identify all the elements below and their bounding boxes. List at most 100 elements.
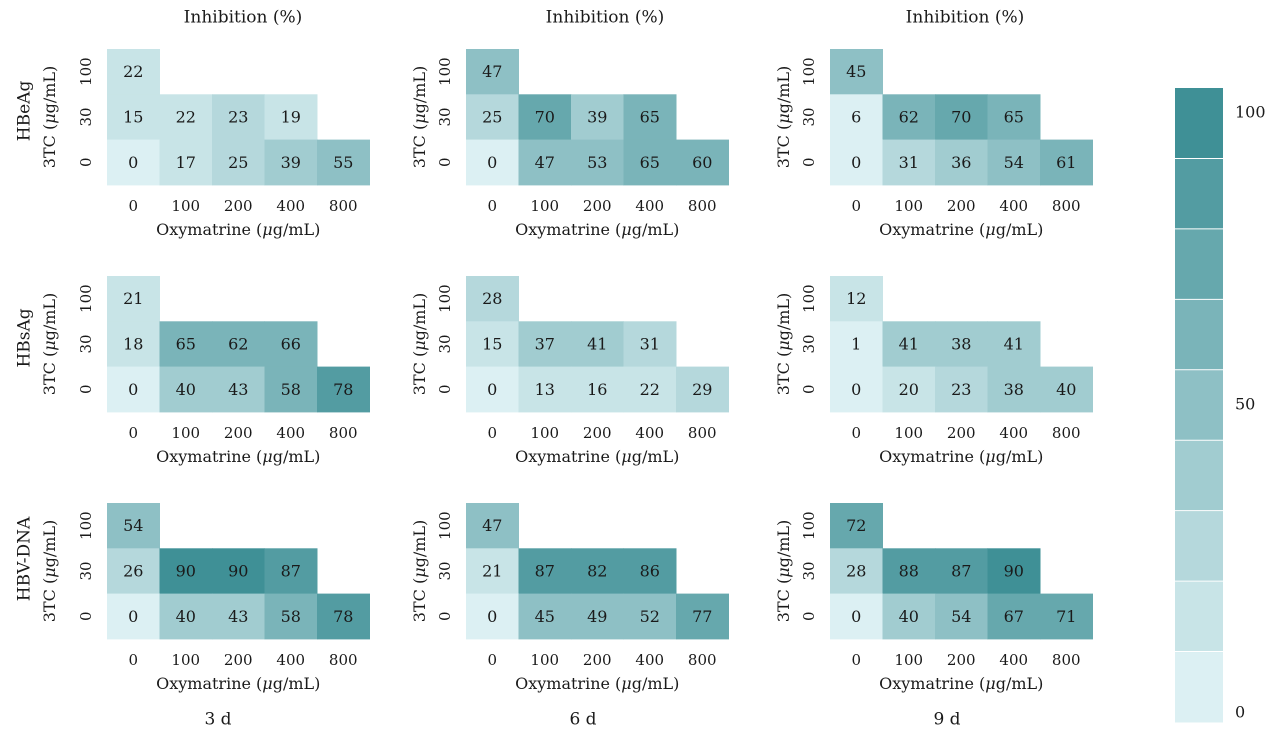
heatmap-cell bbox=[107, 366, 160, 413]
cell-value: 87 bbox=[281, 561, 301, 580]
x-axis-label: Oxymatrine (μg/mL) bbox=[515, 446, 679, 465]
x-axis-label: Oxymatrine (μg/mL) bbox=[156, 446, 320, 465]
heatmap-cell bbox=[466, 49, 519, 95]
cell-value: 0 bbox=[128, 380, 138, 399]
heatmap-cell bbox=[107, 321, 160, 368]
colorbar-tick-label: 100 bbox=[1235, 103, 1266, 122]
heatmap-cell bbox=[518, 548, 572, 595]
heatmap-cell bbox=[264, 593, 318, 640]
x-tick-label: 0 bbox=[851, 424, 861, 442]
y-tick-label: 30 bbox=[77, 561, 95, 580]
heatmap-cell bbox=[317, 139, 370, 186]
heatmap-cell bbox=[1040, 593, 1093, 640]
cell-value: 13 bbox=[535, 380, 555, 399]
y-tick-label: 100 bbox=[77, 284, 95, 313]
cell-value: 62 bbox=[228, 334, 248, 353]
cell-value: 31 bbox=[899, 153, 919, 172]
heatmap-cell bbox=[518, 139, 572, 186]
heatmap-cell bbox=[830, 321, 883, 368]
cell-value: 90 bbox=[176, 561, 196, 580]
y-axis-label: 3TC (μg/mL) bbox=[40, 520, 59, 623]
heatmap-cell bbox=[882, 139, 936, 186]
y-tick-label: 100 bbox=[800, 511, 818, 540]
heatmap-cell bbox=[987, 366, 1041, 413]
heatmap-cell bbox=[1040, 366, 1093, 413]
colorbar-segment bbox=[1175, 651, 1223, 723]
heatmap-cell bbox=[264, 94, 318, 141]
heatmap-cell bbox=[571, 366, 624, 413]
x-tick-label: 100 bbox=[530, 651, 559, 669]
x-tick-label: 800 bbox=[688, 197, 717, 215]
heatmap-cell bbox=[159, 139, 213, 186]
row-label: HBV-DNA bbox=[15, 516, 35, 601]
cell-value: 0 bbox=[128, 607, 138, 626]
y-tick-label: 30 bbox=[77, 107, 95, 126]
heatmap-cell bbox=[882, 321, 936, 368]
cell-value: 43 bbox=[228, 380, 248, 399]
heatmap-cell bbox=[830, 94, 883, 141]
cell-value: 87 bbox=[951, 561, 971, 580]
x-tick-label: 100 bbox=[894, 197, 923, 215]
colorbar-segment bbox=[1175, 228, 1223, 300]
cell-value: 47 bbox=[482, 62, 502, 81]
cell-value: 52 bbox=[640, 607, 660, 626]
x-tick-label: 0 bbox=[487, 424, 497, 442]
heatmap-cell bbox=[623, 321, 677, 368]
cell-value: 15 bbox=[123, 107, 143, 126]
heatmap-cell bbox=[987, 94, 1041, 141]
cell-value: 31 bbox=[640, 334, 660, 353]
y-tick-label: 100 bbox=[436, 57, 454, 86]
y-tick-label: 30 bbox=[77, 334, 95, 353]
cell-value: 67 bbox=[1004, 607, 1024, 626]
cell-value: 70 bbox=[535, 107, 555, 126]
cell-value: 58 bbox=[281, 607, 301, 626]
colorbar-segment bbox=[1175, 88, 1223, 159]
heatmap-cell bbox=[830, 276, 883, 322]
heatmap-cell bbox=[518, 366, 572, 413]
cell-value: 22 bbox=[176, 107, 196, 126]
cell-value: 0 bbox=[487, 607, 497, 626]
x-tick-label: 0 bbox=[128, 651, 138, 669]
cell-value: 29 bbox=[692, 380, 712, 399]
heatmap-cell bbox=[987, 139, 1041, 186]
y-tick-label: 30 bbox=[436, 561, 454, 580]
y-tick-label: 0 bbox=[436, 384, 454, 394]
cell-value: 0 bbox=[487, 380, 497, 399]
x-tick-label: 100 bbox=[171, 651, 200, 669]
cell-value: 25 bbox=[482, 107, 502, 126]
y-axis-label: 3TC (μg/mL) bbox=[774, 293, 793, 396]
cell-value: 28 bbox=[846, 561, 866, 580]
heatmap-cell bbox=[830, 593, 883, 640]
y-axis-label: 3TC (μg/mL) bbox=[410, 293, 429, 396]
y-axis-label: 3TC (μg/mL) bbox=[774, 520, 793, 623]
y-tick-label: 100 bbox=[77, 511, 95, 540]
heatmap-cell bbox=[571, 593, 624, 640]
heatmap-cell bbox=[159, 593, 213, 640]
cell-value: 45 bbox=[846, 62, 866, 81]
cell-value: 20 bbox=[899, 380, 919, 399]
heatmap-cell bbox=[317, 366, 370, 413]
cell-value: 65 bbox=[640, 153, 660, 172]
heatmap-cell bbox=[107, 276, 160, 322]
cell-value: 87 bbox=[535, 561, 555, 580]
heatmap-cell bbox=[466, 321, 519, 368]
y-tick-label: 100 bbox=[800, 57, 818, 86]
cell-value: 41 bbox=[587, 334, 607, 353]
cell-value: 43 bbox=[228, 607, 248, 626]
heatmap-cell bbox=[676, 366, 729, 413]
heatmap-cell bbox=[935, 593, 988, 640]
cell-value: 28 bbox=[482, 289, 502, 308]
x-tick-label: 200 bbox=[947, 424, 976, 442]
x-tick-label: 400 bbox=[635, 424, 664, 442]
x-tick-label: 100 bbox=[894, 651, 923, 669]
cell-value: 21 bbox=[123, 289, 143, 308]
cell-value: 0 bbox=[851, 380, 861, 399]
heatmap-cell bbox=[264, 366, 318, 413]
x-tick-label: 400 bbox=[635, 197, 664, 215]
heatmap-cell bbox=[264, 321, 318, 368]
cell-value: 77 bbox=[692, 607, 712, 626]
x-tick-label: 400 bbox=[276, 197, 305, 215]
heatmap-cell bbox=[264, 139, 318, 186]
heatmap-cell bbox=[623, 593, 677, 640]
heatmap-cell bbox=[571, 94, 624, 141]
